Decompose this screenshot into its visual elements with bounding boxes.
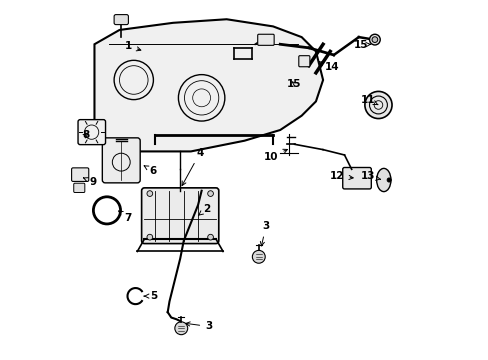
Text: 9: 9 — [83, 177, 96, 187]
Text: 12: 12 — [329, 171, 352, 181]
Text: 15: 15 — [286, 78, 301, 89]
Circle shape — [207, 191, 213, 197]
Circle shape — [147, 191, 152, 197]
Text: 13: 13 — [360, 171, 380, 181]
Text: 10: 10 — [264, 149, 287, 162]
FancyBboxPatch shape — [102, 138, 140, 183]
FancyBboxPatch shape — [71, 168, 88, 181]
Text: 3: 3 — [260, 221, 269, 246]
Circle shape — [207, 234, 213, 240]
Text: 2: 2 — [198, 203, 210, 216]
Text: 6: 6 — [144, 166, 157, 176]
Text: 8: 8 — [82, 130, 89, 140]
Text: 7: 7 — [119, 211, 132, 222]
Circle shape — [252, 250, 264, 263]
FancyBboxPatch shape — [74, 183, 84, 193]
Circle shape — [175, 322, 187, 335]
Text: 14: 14 — [319, 62, 339, 72]
Circle shape — [364, 91, 391, 118]
Ellipse shape — [376, 168, 390, 192]
Text: 11: 11 — [360, 95, 377, 105]
FancyBboxPatch shape — [78, 120, 105, 145]
Text: 1: 1 — [124, 41, 141, 51]
Circle shape — [369, 34, 380, 45]
Text: 4: 4 — [182, 148, 203, 185]
Circle shape — [386, 178, 390, 182]
Text: 5: 5 — [144, 291, 157, 301]
FancyBboxPatch shape — [142, 188, 218, 244]
Circle shape — [147, 234, 152, 240]
PathPatch shape — [94, 19, 323, 152]
Circle shape — [371, 37, 377, 42]
FancyBboxPatch shape — [257, 34, 274, 45]
FancyBboxPatch shape — [342, 167, 370, 189]
Text: 3: 3 — [185, 321, 212, 332]
FancyBboxPatch shape — [114, 15, 128, 24]
FancyBboxPatch shape — [298, 56, 309, 67]
Text: 15: 15 — [353, 40, 370, 50]
